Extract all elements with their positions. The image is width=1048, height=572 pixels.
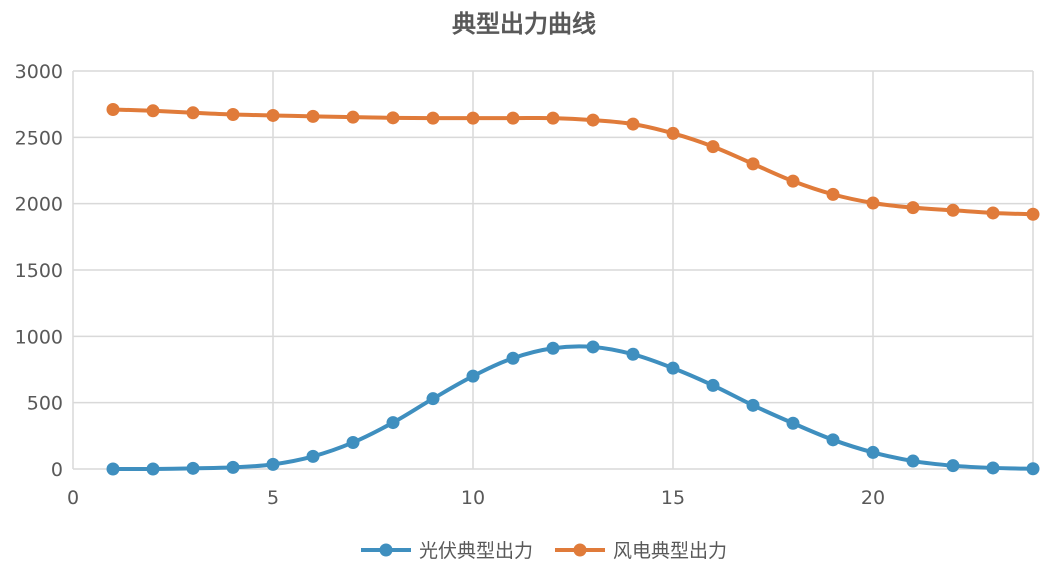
data-point: [706, 378, 720, 392]
data-point: [866, 445, 880, 459]
data-point: [146, 104, 160, 118]
data-point: [906, 454, 920, 468]
data-point: [666, 361, 680, 375]
y-tick-label: 2500: [15, 127, 63, 149]
data-point: [306, 449, 320, 463]
legend-swatch-marker: [379, 543, 393, 557]
series-2: [106, 102, 1040, 221]
x-tick-label: 10: [461, 487, 485, 509]
data-point: [866, 196, 880, 210]
data-point: [466, 111, 480, 125]
data-point: [506, 111, 520, 125]
data-point: [826, 433, 840, 447]
data-point: [106, 102, 120, 116]
data-point: [466, 369, 480, 383]
data-point: [746, 398, 760, 412]
data-point: [386, 416, 400, 430]
data-point: [386, 111, 400, 125]
data-point: [786, 416, 800, 430]
data-point: [506, 351, 520, 365]
data-point: [546, 111, 560, 125]
data-point: [786, 174, 800, 188]
data-point: [306, 109, 320, 123]
data-point: [546, 341, 560, 355]
data-point: [346, 110, 360, 124]
x-tick-label: 20: [861, 487, 885, 509]
series-line: [111, 107, 1035, 217]
axis-tick-labels: 0 500 1000 1500 2000 2500 3000 0 5 10 15 20: [15, 61, 885, 509]
data-point: [266, 457, 280, 471]
x-tick-label: 5: [267, 487, 279, 509]
y-tick-label: 2000: [15, 194, 63, 216]
chart-title: 典型出力曲线: [452, 10, 596, 38]
data-point: [266, 108, 280, 122]
data-point: [986, 206, 1000, 220]
y-tick-label: 1500: [15, 260, 63, 282]
data-point: [1026, 207, 1040, 221]
data-point: [226, 460, 240, 474]
legend-item: 光伏典型出力: [361, 540, 533, 562]
data-point: [626, 117, 640, 131]
data-point: [426, 392, 440, 406]
x-tick-label: 15: [661, 487, 685, 509]
data-point: [186, 106, 200, 120]
y-tick-label: 1000: [15, 326, 63, 348]
x-tick-label: 0: [67, 487, 79, 509]
data-point: [986, 461, 1000, 475]
data-point: [226, 108, 240, 122]
series-lines: [106, 102, 1040, 476]
data-point: [946, 459, 960, 473]
data-point: [746, 157, 760, 171]
data-point: [826, 187, 840, 201]
data-point: [346, 435, 360, 449]
legend: 光伏典型出力 风电典型出力: [361, 540, 727, 562]
y-tick-label: 0: [51, 459, 63, 481]
legend-swatch-marker: [573, 543, 587, 557]
data-point: [706, 140, 720, 154]
data-point: [1026, 462, 1040, 476]
legend-label: 光伏典型出力: [419, 540, 533, 562]
series-1: [106, 340, 1040, 476]
legend-label: 风电典型出力: [613, 540, 727, 562]
data-point: [106, 462, 120, 476]
data-point: [946, 203, 960, 217]
grid-lines: [72, 70, 1034, 470]
data-point: [186, 461, 200, 475]
legend-item: 风电典型出力: [555, 540, 727, 562]
y-tick-label: 3000: [15, 61, 63, 83]
data-point: [426, 111, 440, 125]
data-point: [146, 462, 160, 476]
data-point: [906, 201, 920, 215]
data-point: [666, 126, 680, 140]
data-point: [586, 113, 600, 127]
y-tick-label: 500: [27, 393, 63, 415]
series-line: [111, 344, 1035, 472]
data-point: [586, 340, 600, 354]
data-point: [626, 347, 640, 361]
